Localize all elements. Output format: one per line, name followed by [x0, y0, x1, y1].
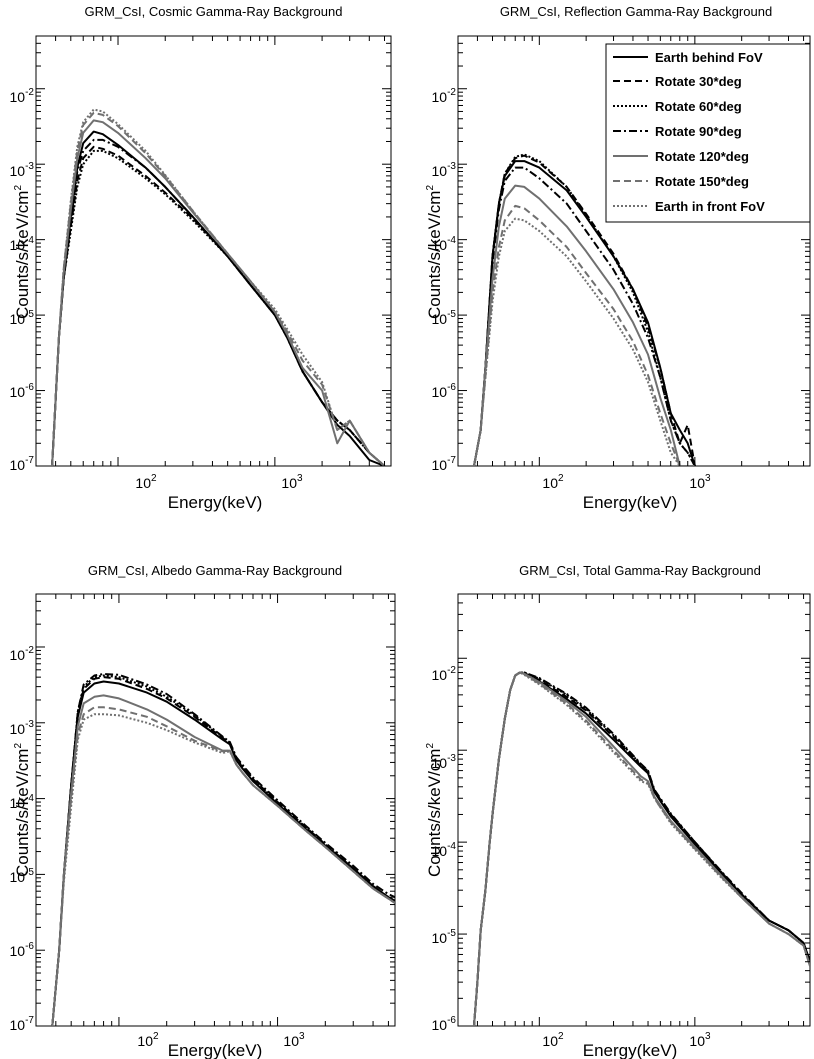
- series-line: [51, 674, 395, 1026]
- y-tick-label: 10-4: [432, 841, 457, 859]
- x-tick-label: 103: [689, 473, 711, 491]
- legend-label: Rotate 120*deg: [655, 149, 749, 164]
- legend-label: Rotate 90*deg: [655, 124, 742, 139]
- y-tick-label: 10-3: [10, 719, 35, 737]
- legend: Earth behind FoV Rotate 30*deg Rotate 60…: [605, 43, 811, 223]
- panel-albedo: GRM_CsI, Albedo Gamma-Ray Background 10-…: [10, 563, 396, 1059]
- series-line: [473, 166, 696, 466]
- y-tick-label: 10-5: [432, 928, 457, 946]
- legend-label: Rotate 150*deg: [655, 174, 749, 189]
- y-axis-label: Counts/s/keV/cm2: [13, 743, 32, 878]
- panel-total: GRM_CsI, Total Gamma-Ray Background 10-6…: [425, 563, 811, 1059]
- x-tick-label: 102: [135, 473, 157, 491]
- panel-cosmic: GRM_CsI, Cosmic Gamma-Ray Background 10-…: [10, 4, 392, 512]
- y-tick-label: 10-2: [432, 87, 457, 105]
- x-tick-labels: 102 103: [135, 473, 303, 491]
- y-tick-label: 10-3: [432, 161, 457, 179]
- x-tick-label: 103: [281, 473, 303, 491]
- y-tick-label: 10-6: [432, 1015, 457, 1033]
- axis-ticks: [457, 593, 810, 1027]
- y-tick-labels: 10-6 10-5 10-4 10-3 10-2: [432, 665, 457, 1033]
- legend-label: Earth in front FoV: [655, 199, 765, 214]
- x-axis-label: Energy(keV): [168, 1041, 262, 1059]
- y-axis-label: Counts/s/keV/cm2: [425, 185, 444, 320]
- series-line: [473, 671, 810, 1026]
- panel-reflection: GRM_CsI, Reflection Gamma-Ray Background…: [425, 4, 811, 512]
- y-tick-label: 10-6: [10, 382, 35, 400]
- x-tick-label: 103: [283, 1031, 305, 1049]
- x-tick-label: 102: [542, 1031, 564, 1049]
- y-tick-label: 10-6: [432, 382, 457, 400]
- plot-lines: [473, 153, 696, 466]
- y-tick-label: 10-5: [10, 867, 35, 885]
- plot-lines: [51, 108, 386, 466]
- x-tick-labels: 102 103: [137, 1031, 305, 1049]
- plot-lines: [473, 671, 810, 1026]
- y-tick-label: 10-3: [10, 161, 35, 179]
- legend-label: Rotate 30*deg: [655, 74, 742, 89]
- x-axis-label: Energy(keV): [583, 1041, 677, 1059]
- y-tick-label: 10-4: [432, 235, 457, 253]
- y-axis-label: Counts/s/keV/cm2: [13, 185, 32, 320]
- y-tick-label: 10-5: [10, 309, 35, 327]
- chart-title: GRM_CsI, Cosmic Gamma-Ray Background: [85, 4, 343, 19]
- series-line: [473, 204, 695, 466]
- series-line: [473, 217, 695, 466]
- y-tick-label: 10-6: [10, 941, 35, 959]
- legend-box: [605, 43, 811, 223]
- y-tick-label: 10-7: [10, 455, 35, 473]
- y-tick-label: 10-2: [432, 665, 457, 683]
- plot-frame: [457, 593, 811, 1027]
- series-line: [51, 713, 395, 1026]
- y-tick-label: 10-7: [10, 1015, 35, 1033]
- y-tick-label: 10-2: [10, 87, 35, 105]
- chart-title: GRM_CsI, Total Gamma-Ray Background: [519, 563, 761, 578]
- x-tick-labels: 102 103: [542, 1031, 711, 1049]
- y-tick-label: 10-5: [432, 309, 457, 327]
- y-tick-label: 10-2: [10, 645, 35, 663]
- plot-lines: [51, 673, 395, 1026]
- legend-label: Earth behind FoV: [655, 50, 763, 65]
- y-axis-label: Counts/s/keV/cm2: [425, 743, 444, 878]
- y-tick-labels: 10-7 10-6 10-5 10-4 10-3 10-2: [10, 87, 35, 473]
- y-tick-labels: 10-7 10-6 10-5 10-4 10-3 10-2: [432, 87, 457, 473]
- y-tick-label: 10-7: [432, 455, 457, 473]
- legend-label: Rotate 60*deg: [655, 99, 742, 114]
- chart-title: GRM_CsI, Reflection Gamma-Ray Background: [500, 4, 772, 19]
- x-tick-label: 102: [542, 473, 564, 491]
- y-tick-label: 10-4: [10, 235, 35, 253]
- series-line: [51, 138, 386, 466]
- chart-title: GRM_CsI, Albedo Gamma-Ray Background: [88, 563, 342, 578]
- y-tick-label: 10-4: [10, 793, 35, 811]
- plot-frame: [35, 35, 392, 467]
- plot-frame: [35, 593, 396, 1027]
- axis-ticks: [457, 35, 810, 467]
- series-line: [51, 108, 386, 466]
- x-tick-labels: 102 103: [542, 473, 711, 491]
- series-line: [473, 184, 695, 466]
- x-tick-label: 102: [137, 1031, 159, 1049]
- series-line: [473, 671, 810, 1026]
- y-tick-label: 10-3: [432, 753, 457, 771]
- y-tick-labels: 10-7 10-6 10-5 10-4 10-3 10-2: [10, 645, 35, 1033]
- series-line: [51, 119, 386, 466]
- x-axis-label: Energy(keV): [168, 493, 262, 512]
- axis-ticks: [35, 35, 391, 467]
- axis-ticks: [35, 593, 395, 1027]
- series-line: [51, 673, 395, 1026]
- x-axis-label: Energy(keV): [583, 493, 677, 512]
- x-tick-label: 103: [689, 1031, 711, 1049]
